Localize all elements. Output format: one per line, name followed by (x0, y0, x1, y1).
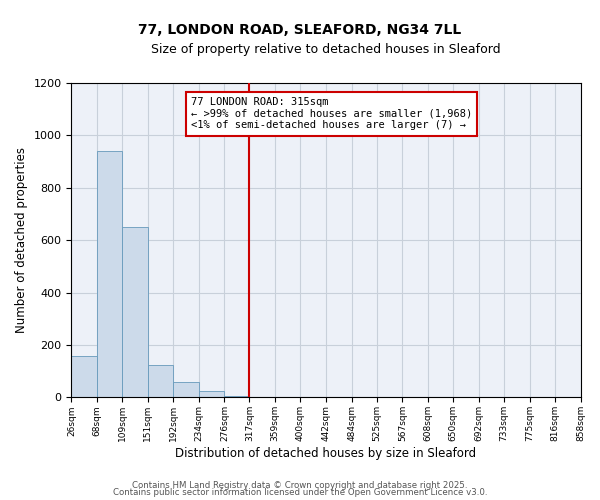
Text: 77, LONDON ROAD, SLEAFORD, NG34 7LL: 77, LONDON ROAD, SLEAFORD, NG34 7LL (139, 22, 461, 36)
Bar (71, 356, 97, 398)
Bar (377, 396, 403, 398)
Title: Size of property relative to detached houses in Sleaford: Size of property relative to detached ho… (151, 42, 501, 56)
Bar (224, 396, 250, 398)
Bar (199, 391, 224, 398)
Y-axis label: Number of detached properties: Number of detached properties (15, 147, 28, 333)
Bar (97, 151, 122, 398)
Text: Contains public sector information licensed under the Open Government Licence v3: Contains public sector information licen… (113, 488, 487, 497)
X-axis label: Distribution of detached houses by size in Sleaford: Distribution of detached houses by size … (175, 447, 476, 460)
Bar (173, 382, 199, 398)
Text: 77 LONDON ROAD: 315sqm
← >99% of detached houses are smaller (1,968)
<1% of semi: 77 LONDON ROAD: 315sqm ← >99% of detache… (191, 97, 472, 130)
Bar (148, 364, 173, 398)
Bar (122, 227, 148, 398)
Text: Contains HM Land Registry data © Crown copyright and database right 2025.: Contains HM Land Registry data © Crown c… (132, 480, 468, 490)
